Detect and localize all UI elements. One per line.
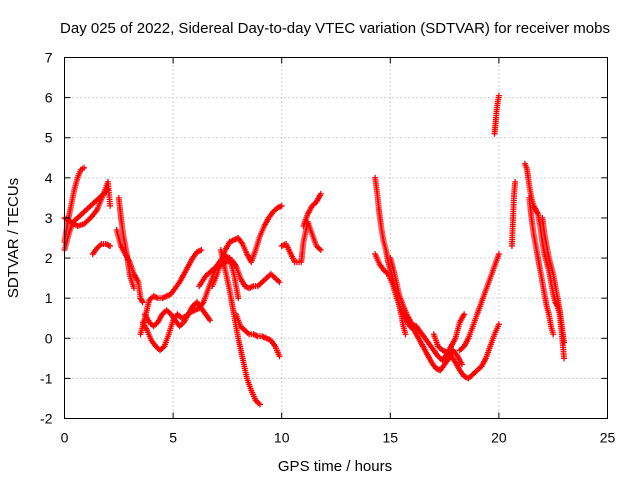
series-arc11 [209,202,285,290]
x-tick-label: 10 [274,430,290,446]
grid [64,57,608,419]
data-point [276,353,283,360]
x-tick-label: 0 [61,430,69,446]
series-arc3 [61,178,114,229]
data-point [461,311,468,318]
series-arc21 [491,92,502,137]
y-tick-label: 5 [45,130,53,146]
data-point [138,297,145,304]
x-tick-label: 25 [600,430,616,446]
y-tick-label: 2 [45,250,53,266]
y-tick-label: -1 [40,370,53,386]
data-point [81,164,88,171]
x-tick-label: 5 [169,430,177,446]
data-point [402,331,409,338]
data-point [458,361,465,368]
data-point [153,294,160,301]
series-arc18 [387,255,468,364]
data-point [107,243,114,250]
data-point [495,321,502,328]
series-arc6 [113,226,146,306]
data-point [317,190,324,197]
plot-frame [64,57,608,419]
data-point [561,339,568,346]
data-point [139,299,146,306]
data-point [256,401,263,408]
y-tick-label: 3 [45,210,53,226]
y-tick-label: 0 [45,330,53,346]
series-arc12 [217,247,263,408]
data-point [235,295,242,302]
series-arc25 [539,214,568,346]
y-axis-title: SDTVAR / TECUs [5,178,22,298]
y-tick-label: 1 [45,290,53,306]
x-tick-label: 20 [491,430,507,446]
series-arc9 [141,299,214,330]
data-point [249,283,256,290]
series-arc24 [526,194,557,338]
series-arc15 [300,190,324,229]
series-arc14 [278,218,324,266]
data-point [495,251,502,258]
data-point [247,284,254,291]
data-point [207,317,214,324]
x-tick-label: 15 [383,430,399,446]
data-point [131,285,138,292]
data-marks [61,92,568,408]
data-point [104,241,111,248]
x-axis-title: GPS time / hours [278,458,392,475]
data-point [107,202,114,209]
axis-ticks: 0 5 10 15 20 25 -2 -1 0 1 2 3 4 5 6 7 [40,50,615,446]
series-arc7 [137,247,205,338]
data-point [550,331,557,338]
series-arc10 [196,257,283,292]
data-point [561,355,568,362]
series-arc13 [233,311,283,360]
series-arc20 [456,251,502,354]
series-arc4 [89,241,114,258]
data-point [105,242,112,249]
data-point [253,332,260,339]
data-point [534,209,541,216]
data-point [278,202,285,209]
y-tick-label: 6 [45,90,53,106]
data-point [251,331,258,338]
data-point [495,92,502,99]
series-arc2 [61,164,88,246]
data-point [198,247,205,254]
data-point [317,247,324,254]
data-point [276,279,283,286]
series-arc22 [508,178,519,250]
y-tick-label: 4 [45,170,53,186]
y-tick-label: 7 [45,50,53,66]
data-point [512,178,519,185]
series-arc19 [430,321,502,382]
series-arc5 [115,194,138,292]
series-arc23 [521,160,568,362]
chart-title: Day 025 of 2022, Sidereal Day-to-day VTE… [60,20,610,37]
data-point [196,247,203,254]
y-tick-label: -2 [40,411,53,427]
